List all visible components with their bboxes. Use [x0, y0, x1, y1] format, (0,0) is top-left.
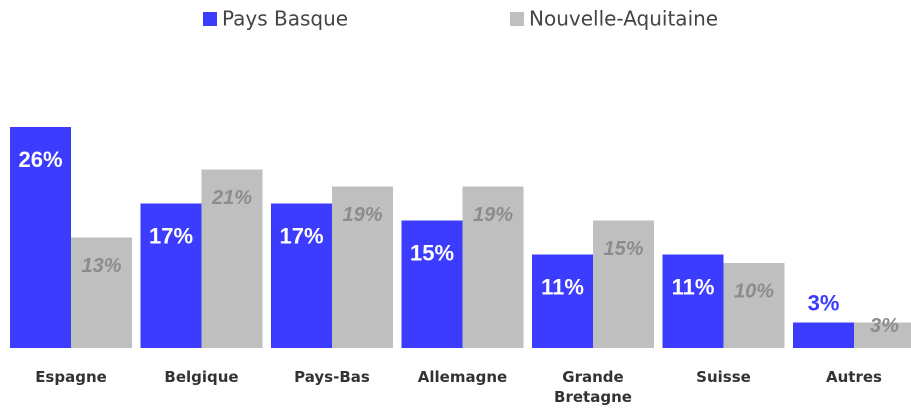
x-tick-label: Autres	[826, 368, 882, 386]
value-label: 15%	[603, 238, 643, 260]
x-tick-label: Espagne	[35, 368, 107, 386]
x-tick-label: Suisse	[696, 368, 751, 386]
value-label: 13%	[81, 255, 121, 277]
bar	[462, 186, 524, 348]
x-tick-label: Grande Bretagne	[554, 368, 632, 406]
legend-label: Pays Basque	[222, 7, 348, 31]
bar	[662, 254, 724, 348]
bar	[854, 322, 911, 348]
legend-swatch	[203, 12, 217, 26]
value-label: 17%	[149, 223, 193, 248]
value-label: 17%	[279, 223, 323, 248]
value-label: 19%	[473, 204, 513, 226]
value-label: 15%	[410, 240, 454, 265]
x-tick-label: Belgique	[164, 368, 239, 386]
bar	[332, 186, 393, 348]
bar	[271, 203, 332, 348]
x-tick-label: Allemagne	[417, 368, 508, 386]
value-label: 11%	[541, 274, 584, 299]
bar	[140, 203, 202, 348]
value-label: 3%	[808, 290, 840, 315]
bar	[10, 127, 71, 348]
value-label: 26%	[18, 147, 62, 172]
value-label: 10%	[734, 280, 774, 302]
value-label: 21%	[211, 187, 252, 209]
bar	[593, 220, 654, 348]
bar	[401, 220, 463, 348]
legend-label: Nouvelle-Aquitaine	[529, 7, 718, 31]
bar	[71, 237, 132, 348]
legend-swatch	[510, 12, 524, 26]
value-label: 19%	[342, 204, 382, 226]
bar	[723, 263, 785, 348]
bar	[201, 169, 263, 348]
bar	[793, 322, 854, 348]
value-label: 11%	[672, 274, 715, 299]
value-label: 3%	[870, 315, 899, 337]
x-tick-label: Pays-Bas	[294, 368, 370, 386]
bar	[532, 254, 593, 348]
